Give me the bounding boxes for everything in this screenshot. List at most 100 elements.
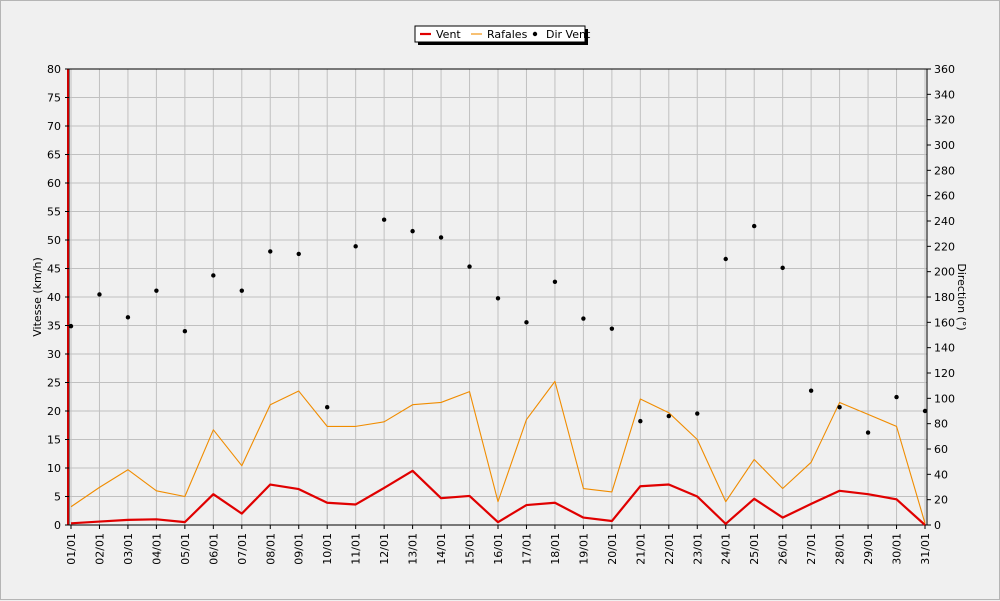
right-axis-tick-label: 240 [934,215,955,228]
left-axis-tick-label: 0 [54,519,61,532]
series-point-dir-vent [723,256,728,262]
x-axis-tick-label: 05/01 [179,533,192,565]
right-axis-tick-label: 160 [934,316,955,329]
left-axis-tick-label: 60 [47,177,61,190]
legend-label-vent: Vent [436,28,461,41]
left-axis-tick-label: 25 [47,377,61,390]
x-axis-tick-label: 23/01 [691,533,704,565]
x-axis-tick-label: 01/01 [65,533,78,565]
right-axis-tick-label: 80 [934,418,948,431]
x-axis-tick-label: 21/01 [634,533,647,565]
left-axis-tick-label: 10 [47,462,61,475]
x-axis-tick-label: 30/01 [891,533,904,565]
series-point-dir-vent [239,288,244,293]
x-axis-tick-label: 11/01 [350,533,363,565]
x-axis-tick-label: 03/01 [122,533,135,565]
left-axis-tick-label: 5 [54,491,61,504]
series-point-dir-vent [581,316,586,321]
series-point-dir-vent [524,320,529,325]
x-axis-tick-label: 27/01 [805,533,818,565]
series-point-dir-vent [68,323,74,329]
x-axis-tick-label: 25/01 [748,533,761,565]
series-point-dir-vent [865,430,871,435]
series-line-vent [70,469,926,526]
x-axis-tick-label: 09/01 [293,533,306,565]
left-axis-tick-label: 45 [47,263,61,276]
series-point-dir-vent [125,315,131,320]
legend-swatch-dir-vent [532,31,538,37]
series-point-dir-vent [438,235,444,240]
x-axis-tick-label: 12/01 [378,533,391,565]
left-axis-tick-label: 80 [47,63,61,76]
y-axis-title: Vitesse (km/h) [31,257,44,337]
x-axis-tick-label: 04/01 [150,533,163,565]
series-point-dir-vent [296,251,301,257]
series-line-rafales [70,380,926,524]
x-axis-tick-label: 24/01 [720,533,733,565]
x-axis-tick-label: 06/01 [207,533,220,565]
right-axis-tick-label: 20 [934,494,948,507]
series-point-dir-vent [609,326,615,331]
left-axis-tick-label: 70 [47,120,61,133]
right-axis-tick-label: 40 [934,468,948,481]
right-axis-tick-label: 300 [934,139,955,152]
x-axis-tick-label: 16/01 [492,533,505,565]
x-axis-tick-label: 13/01 [407,533,420,565]
right-axis-tick-label: 180 [934,291,955,304]
y2-axis-title: Direction (°) [955,263,968,330]
series-point-dir-vent [894,394,899,400]
left-axis-tick-label: 40 [47,291,61,304]
right-axis-tick-label: 320 [934,114,955,127]
series-point-dir-vent [410,228,415,234]
x-axis-tick-label: 17/01 [520,533,533,565]
x-axis-tick-label: 02/01 [93,533,106,565]
left-axis-tick-label: 50 [47,234,61,247]
legend-box [414,25,586,43]
series-point-dir-vent [780,265,785,271]
x-axis-tick-label: 22/01 [663,533,676,565]
series-point-dir-vent [97,292,102,297]
right-axis-tick-label: 280 [934,164,955,177]
series-point-dir-vent [808,388,814,393]
series-point-dir-vent [922,408,928,414]
series-point-dir-vent [638,418,643,424]
x-axis-tick-label: 31/01 [919,533,932,565]
right-axis-tick-label: 0 [934,519,941,532]
left-axis-tick-label: 20 [47,405,61,418]
series-point-dir-vent [154,288,159,293]
series-point-dir-vent [666,413,671,419]
series-point-dir-vent [211,273,216,278]
series-point-dir-vent [695,411,700,416]
left-axis-tick-label: 30 [47,348,61,361]
series-point-dir-vent [552,279,558,284]
series-point-dir-vent [182,329,188,334]
series-point-dir-vent [325,405,330,410]
x-axis-tick-label: 18/01 [549,533,562,565]
right-axis-tick-label: 340 [934,88,955,101]
right-axis-tick-label: 100 [934,392,955,405]
left-axis-tick-label: 75 [47,92,61,105]
right-axis-tick-label: 120 [934,367,955,380]
x-axis-tick-label: 26/01 [777,533,790,565]
x-axis-tick-label: 28/01 [834,533,847,565]
left-axis-tick-label: 15 [47,434,61,447]
x-axis-tick-label: 14/01 [435,533,448,565]
x-axis-tick-label: 15/01 [464,533,477,565]
series-point-dir-vent [353,244,358,249]
right-axis-tick-label: 140 [934,342,955,355]
legend-label-dir-vent: Dir Vent [546,28,591,41]
left-axis-tick-label: 55 [47,206,61,219]
right-axis-tick-label: 60 [934,443,948,456]
right-axis-tick-label: 200 [934,266,955,279]
x-axis-tick-label: 29/01 [862,533,875,565]
right-axis-tick-label: 260 [934,190,955,203]
left-axis-tick-label: 35 [47,320,61,333]
series-point-dir-vent [467,264,472,269]
x-axis-tick-label: 08/01 [264,533,277,565]
x-axis-tick-label: 20/01 [606,533,619,565]
legend-label-rafales: Rafales [487,28,528,41]
x-axis-tick-label: 19/01 [577,533,590,565]
series-point-dir-vent [752,223,757,229]
